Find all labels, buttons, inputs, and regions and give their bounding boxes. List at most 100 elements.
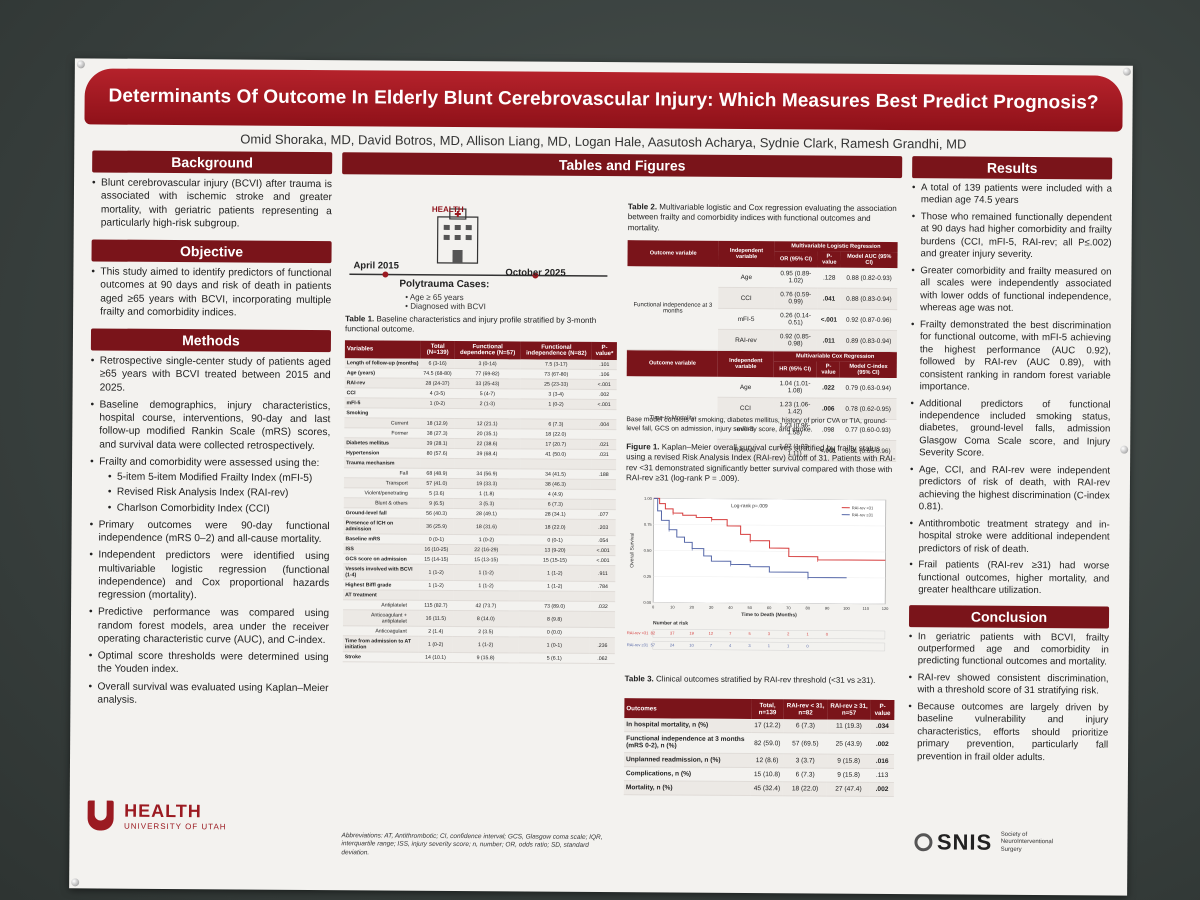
table-cell: 15 (10.8) xyxy=(750,767,784,782)
table2-caption: Table 2. Multivariable logistic and Cox … xyxy=(628,202,898,235)
table-cell: 1 (1-2) xyxy=(519,564,591,582)
header-cell: Variables xyxy=(344,340,421,359)
table-cell: 9 (15.8) xyxy=(826,768,871,783)
table-cell: 11 (19.3) xyxy=(827,719,871,734)
risk-row-label: RAI-rev ≥31 xyxy=(627,642,649,647)
table-cell: .032 xyxy=(590,601,616,612)
list-item: Antithrombotic treatment strategy and in… xyxy=(909,518,1109,557)
results-list: A total of 139 patients were included wi… xyxy=(909,182,1112,598)
risk-count: 3 xyxy=(768,631,771,636)
table-cell: 1 (1-2) xyxy=(453,564,520,581)
table-cell: 1 (0-2) xyxy=(420,398,455,409)
study-timeline: HEALTH April 2015 October 2025 Polytraum… xyxy=(345,204,616,326)
risk-count: 12 xyxy=(709,631,714,636)
table-cell: 4 (3-5) xyxy=(420,388,455,399)
table-cell: 1 (1.8) xyxy=(453,488,520,499)
header-cell: Independent variable xyxy=(718,350,774,378)
table-cell: 74.5 (68-80) xyxy=(420,368,455,379)
table-cell: .002 xyxy=(870,782,894,797)
table-cell: 15 (14-15) xyxy=(419,554,454,565)
frailty-index-list: 5-item 5-item Modified Frailty Index (mF… xyxy=(99,470,330,515)
table-cell: .054 xyxy=(590,535,616,546)
list-item: Blunt cerebrovascular injury (BCVI) afte… xyxy=(92,176,332,231)
table-cell xyxy=(419,458,454,469)
table-cell: .784 xyxy=(590,581,616,592)
table-cell: Unplanned readmission, n (%) xyxy=(623,752,751,768)
risk-row-box xyxy=(652,629,886,640)
table-cell: CCI xyxy=(717,397,774,419)
table-cell: Trauma mechanism xyxy=(344,457,420,469)
table-cell: 0.88 (0.82-0.93) xyxy=(840,267,898,289)
table-cell: .188 xyxy=(591,469,617,480)
results-heading: Results xyxy=(912,156,1113,180)
table-header-row: Outcome variable Independent variable Mu… xyxy=(627,240,898,268)
table-cell: 1 (0-2) xyxy=(453,534,520,545)
header-cell: Total, n=139 xyxy=(751,699,784,720)
risk-count: 5 xyxy=(748,631,751,636)
table-cell: 0.88 (0.83-0.94) xyxy=(840,288,898,310)
risk-count: 7 xyxy=(710,643,713,648)
list-item-text: Frailty and comorbidity were assessed us… xyxy=(99,456,320,469)
table-cell: .004 xyxy=(591,419,617,430)
table-cell: 0 (0-1) xyxy=(419,534,454,545)
y-tick-label: 0.50 xyxy=(644,548,653,553)
header-cell: RAI-rev < 31, n=82 xyxy=(783,699,828,720)
list-item: Frailty demonstrated the best discrimina… xyxy=(911,319,1112,395)
poster-title: Determinants Of Outcome In Elderly Blunt… xyxy=(108,85,1099,114)
caption-label: Table 2. xyxy=(627,202,658,212)
header-cell: P-value xyxy=(817,251,841,268)
caption-label: Figure 1. xyxy=(626,442,660,452)
table-cell: RAI-rev xyxy=(718,329,774,351)
table-cell xyxy=(590,611,616,628)
list-item: Predictive performance was compared usin… xyxy=(89,606,329,647)
methods-list: Retrospective single-center study of pat… xyxy=(88,354,330,708)
table-cell: Baseline mRS xyxy=(343,533,420,545)
table-cell: 0.26 (0.14-0.51) xyxy=(773,308,818,331)
list-item: Baseline demographics, injury characteri… xyxy=(90,398,330,453)
table-cell: .016 xyxy=(870,754,895,769)
table-cell: 1.23 (1.06-1.42) xyxy=(773,397,817,420)
header-cell: Functional dependence (N=57) xyxy=(454,340,521,360)
x-tick-label: 90 xyxy=(825,606,830,611)
caption-text: Clinical outcomes stratified by RAI-rev … xyxy=(653,674,876,685)
table-cell: 6 (3-16) xyxy=(420,358,455,369)
table-header-row: Outcomes Total, n=139 RAI-rev < 31, n=82 RA… xyxy=(624,698,895,721)
logrank-annotation: Log-rank p=.009 xyxy=(731,503,768,509)
table-cell: 18 (12.9) xyxy=(420,418,455,429)
table-cell: 20 (35.1) xyxy=(454,428,521,439)
header-cell: RAI-rev ≥ 31, n=57 xyxy=(827,699,871,720)
table-cell xyxy=(591,479,616,490)
caption-text: Baseline characteristics and injury prof… xyxy=(344,314,597,335)
table-cell: 15 (15-15) xyxy=(519,554,591,566)
table-cell: 1 (0-2) xyxy=(520,398,592,410)
table-cell: 16 (10-25) xyxy=(419,544,454,555)
table-cell: 42 (73.7) xyxy=(452,600,519,611)
table-header-row: Outcome variable Independent variable Mu… xyxy=(626,349,897,378)
baseline-characteristics-table: Variables Total (N=139) Functional depende… xyxy=(342,340,617,664)
table-cell: 2 (3.5) xyxy=(452,626,519,637)
survival-curve-low-rai xyxy=(653,497,886,561)
risk-count: 3 xyxy=(748,643,751,648)
risk-count: 7 xyxy=(729,631,732,636)
table-cell: 18 (31.6) xyxy=(453,518,520,535)
table-cell: RAI-rev xyxy=(344,377,421,389)
table-cell: <.001 xyxy=(590,555,616,566)
left-column: Background Blunt cerebrovascular injury … xyxy=(88,150,333,712)
table-cell: .106 xyxy=(591,369,617,380)
table-row: Functional independence at 3 months (mRS… xyxy=(624,731,895,755)
table-cell: 0 (0-1) xyxy=(519,534,591,546)
table-cell xyxy=(591,429,617,440)
table-cell: 38 (27.3) xyxy=(420,428,455,439)
caption-label: Table 3. xyxy=(624,674,654,684)
table-cell: Mortality, n (%) xyxy=(623,780,751,796)
table-cell: mFI-5 xyxy=(344,397,421,409)
list-item: Age, CCI, and RAI-rev were independent p… xyxy=(910,464,1110,515)
table-cell: 77 (69-82) xyxy=(454,368,521,379)
logo-title: SNIS xyxy=(936,829,993,855)
header-cell: Model C-index (95% CI) xyxy=(840,361,897,379)
table-cell: 57 (69.5) xyxy=(783,732,828,755)
table-cell: 14 (10.1) xyxy=(418,652,453,663)
table-cell: 5 (3.6) xyxy=(419,488,454,499)
background-list: Blunt cerebrovascular injury (BCVI) afte… xyxy=(92,176,332,231)
abbreviations-note: Abbreviations: AT, Antithrombotic; CI, c… xyxy=(341,832,603,857)
